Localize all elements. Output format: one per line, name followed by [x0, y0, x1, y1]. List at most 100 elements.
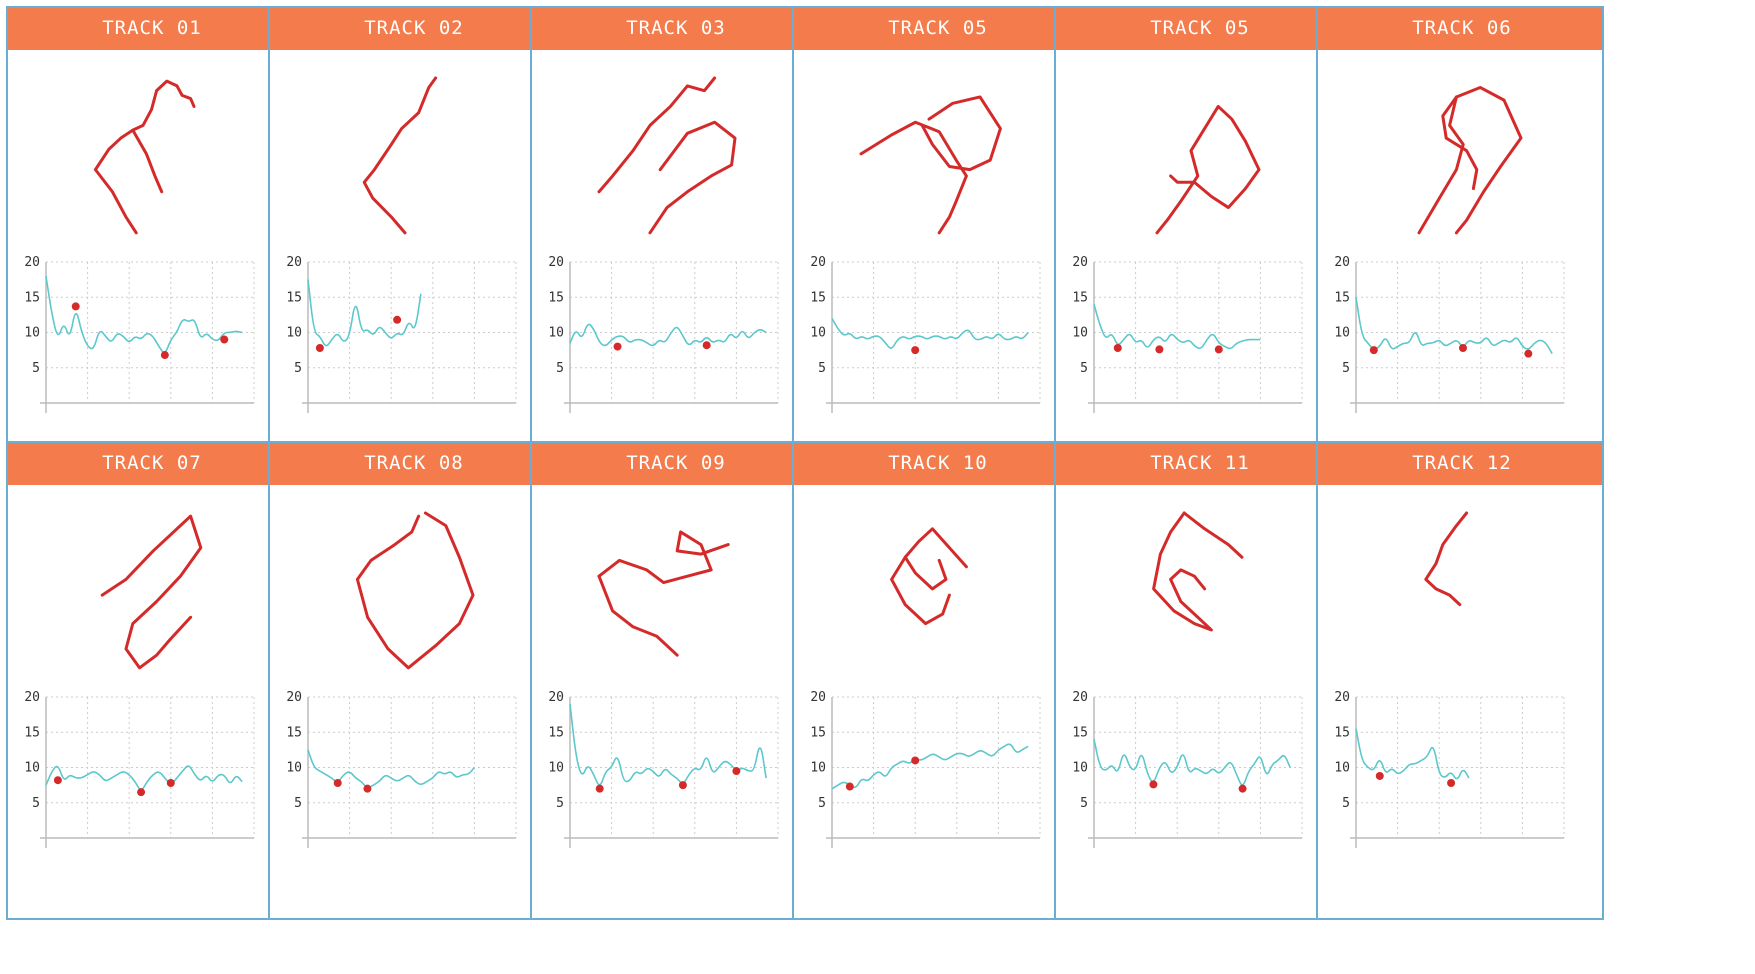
- y-tick-label: 20: [286, 690, 302, 705]
- track-title: TRACK 03: [532, 8, 816, 50]
- series-marker: [166, 779, 175, 788]
- y-tick-label: 20: [286, 255, 302, 270]
- y-tick-label: 15: [548, 290, 564, 305]
- route-line: [597, 530, 730, 585]
- route-branch-line: [131, 128, 164, 194]
- speed-series-line: [569, 323, 767, 347]
- series-marker: [160, 351, 169, 360]
- track-chart: 5 10 15 20: [810, 95, 1041, 413]
- y-tick-label: 20: [24, 690, 40, 705]
- track-title: TRACK 02: [270, 8, 554, 50]
- series-marker: [363, 784, 372, 793]
- series-marker: [678, 781, 687, 790]
- y-tick-label: 20: [1072, 255, 1088, 270]
- series-marker: [393, 315, 402, 324]
- y-tick-label: 10: [24, 761, 40, 776]
- y-tick-label: 10: [810, 761, 826, 776]
- track-chart: 5 10 15 20: [286, 511, 517, 848]
- y-tick-label: 10: [1072, 761, 1088, 776]
- track-title: TRACK 01: [8, 8, 292, 50]
- y-tick-label: 5: [1342, 361, 1350, 376]
- series-marker: [595, 784, 604, 793]
- series-marker: [1238, 784, 1247, 793]
- track-card: TRACK 02 5 10 15 20: [268, 6, 556, 485]
- track-chart: 5 10 15 20: [1072, 511, 1303, 848]
- series-marker: [220, 335, 229, 344]
- series-marker: [1458, 344, 1467, 353]
- series-marker: [1214, 345, 1223, 354]
- speed-series-line: [1093, 304, 1261, 350]
- track-card: TRACK 07 5 10 15 20: [6, 441, 294, 920]
- y-tick-label: 10: [548, 761, 564, 776]
- y-tick-label: 5: [556, 361, 564, 376]
- track-card: TRACK 05 5 10 15 20: [792, 6, 1080, 485]
- series-marker: [315, 344, 324, 353]
- route-line: [859, 120, 968, 235]
- speed-series-line: [1093, 739, 1291, 786]
- track-card: TRACK 10 5 10 15 20: [792, 441, 1080, 920]
- series-marker: [1113, 344, 1122, 353]
- y-tick-label: 5: [294, 796, 302, 811]
- y-tick-label: 15: [810, 725, 826, 740]
- y-tick-label: 5: [1080, 361, 1088, 376]
- series-marker: [613, 342, 622, 351]
- y-tick-label: 5: [818, 796, 826, 811]
- series-marker: [702, 341, 711, 350]
- y-tick-label: 5: [32, 361, 40, 376]
- series-marker: [333, 779, 342, 788]
- route-line: [597, 76, 717, 194]
- series-marker: [1447, 779, 1456, 788]
- track-chart: 5 10 15 20: [810, 527, 1041, 848]
- y-tick-label: 10: [1334, 326, 1350, 341]
- track-card: TRACK 12 5 10 15 20: [1316, 441, 1604, 920]
- y-tick-label: 20: [548, 690, 564, 705]
- y-tick-label: 10: [24, 326, 40, 341]
- route-line: [1417, 85, 1523, 235]
- track-card: TRACK 11 5 10 15 20: [1054, 441, 1342, 920]
- track-card: TRACK 06 5 10 15 20: [1316, 6, 1604, 485]
- route-line: [362, 76, 438, 235]
- y-tick-label: 15: [286, 290, 302, 305]
- route-branch-line: [1441, 95, 1479, 191]
- y-tick-label: 15: [24, 290, 40, 305]
- series-marker: [53, 776, 62, 785]
- track-title: TRACK 09: [532, 443, 816, 485]
- series-marker: [1524, 349, 1533, 358]
- speed-series-line: [569, 703, 767, 786]
- route-branch-line: [1152, 511, 1213, 632]
- track-chart: 5 10 15 20: [286, 76, 517, 413]
- track-title: TRACK 11: [1056, 443, 1340, 485]
- y-tick-label: 15: [810, 290, 826, 305]
- speed-series-line: [1355, 297, 1553, 355]
- y-tick-label: 10: [810, 326, 826, 341]
- y-tick-label: 20: [810, 255, 826, 270]
- track-title: TRACK 06: [1318, 8, 1602, 50]
- y-tick-label: 15: [1334, 725, 1350, 740]
- speed-series-line: [307, 279, 422, 347]
- y-tick-label: 5: [1342, 796, 1350, 811]
- y-tick-label: 15: [24, 725, 40, 740]
- track-chart: 5 10 15 20: [548, 530, 779, 848]
- y-tick-label: 15: [548, 725, 564, 740]
- y-tick-label: 15: [1334, 290, 1350, 305]
- route-branch-line: [890, 555, 951, 626]
- series-marker: [1369, 346, 1378, 355]
- speed-series-line: [1355, 728, 1470, 780]
- route-line: [903, 527, 968, 591]
- y-tick-label: 5: [556, 796, 564, 811]
- speed-series-line: [307, 749, 476, 789]
- y-tick-label: 20: [548, 255, 564, 270]
- series-marker: [1149, 780, 1158, 789]
- series-marker: [845, 782, 854, 791]
- speed-series-line: [831, 318, 1029, 349]
- y-tick-label: 20: [810, 690, 826, 705]
- track-grid: TRACK 01 5 10 15 20 TRACK 02 5 10 15 20 TRACK 03 5 1…: [6, 6, 1755, 974]
- route-branch-line: [648, 120, 737, 235]
- track-title: TRACK 05: [1056, 8, 1340, 50]
- series-marker: [137, 788, 146, 797]
- route-line: [1424, 511, 1469, 607]
- route-line: [355, 511, 475, 670]
- y-tick-label: 20: [1334, 255, 1350, 270]
- route-branch-line: [920, 95, 1002, 172]
- track-chart: 5 10 15 20: [24, 79, 255, 413]
